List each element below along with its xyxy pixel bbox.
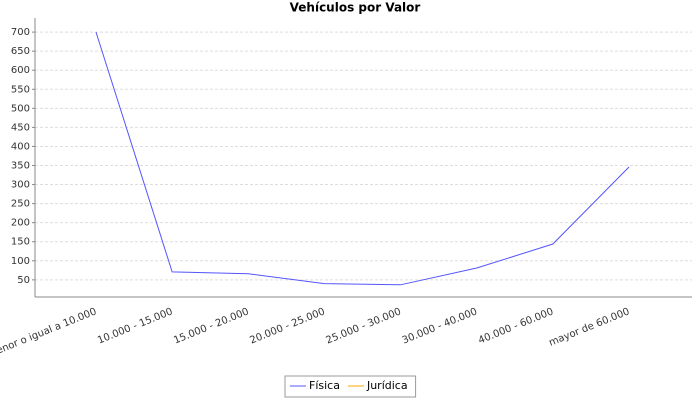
y-tick-label: 50 xyxy=(17,275,30,286)
legend-label: Física xyxy=(309,379,340,392)
x-tick-label: menor o igual a 10.000 xyxy=(0,306,98,360)
chart-title: Vehículos por Valor xyxy=(290,1,421,15)
x-tick-label: mayor de 60.000 xyxy=(548,306,632,348)
x-tick-label: 30.000 - 40.000 xyxy=(401,306,479,346)
y-tick-label: 650 xyxy=(11,46,30,57)
y-tick-label: 200 xyxy=(11,218,30,229)
legend: Física Jurídica xyxy=(284,375,417,398)
y-tick-label: 550 xyxy=(11,84,30,95)
y-tick-label: 100 xyxy=(11,256,30,267)
y-tick-label: 350 xyxy=(11,161,30,172)
x-tick-label: 40.000 - 60.000 xyxy=(477,306,555,346)
y-tick-label: 450 xyxy=(11,122,30,133)
x-tick-label: 25.000 - 30.000 xyxy=(325,306,403,346)
y-tick-label: 700 xyxy=(11,27,30,38)
y-tick-label: 600 xyxy=(11,65,30,76)
x-tick-label: 20.000 - 25.000 xyxy=(248,306,326,346)
series-line xyxy=(95,31,630,286)
y-tick-label: 150 xyxy=(11,237,30,248)
y-tick-label: 300 xyxy=(11,180,30,191)
x-tick-label: 15.000 - 20.000 xyxy=(172,306,250,346)
y-tick-label: 500 xyxy=(11,103,30,114)
y-tick-label: 250 xyxy=(11,199,30,210)
legend-label: Jurídica xyxy=(366,379,408,392)
y-tick-label: 400 xyxy=(11,141,30,152)
x-tick-label: 10.000 - 15.000 xyxy=(96,306,174,346)
